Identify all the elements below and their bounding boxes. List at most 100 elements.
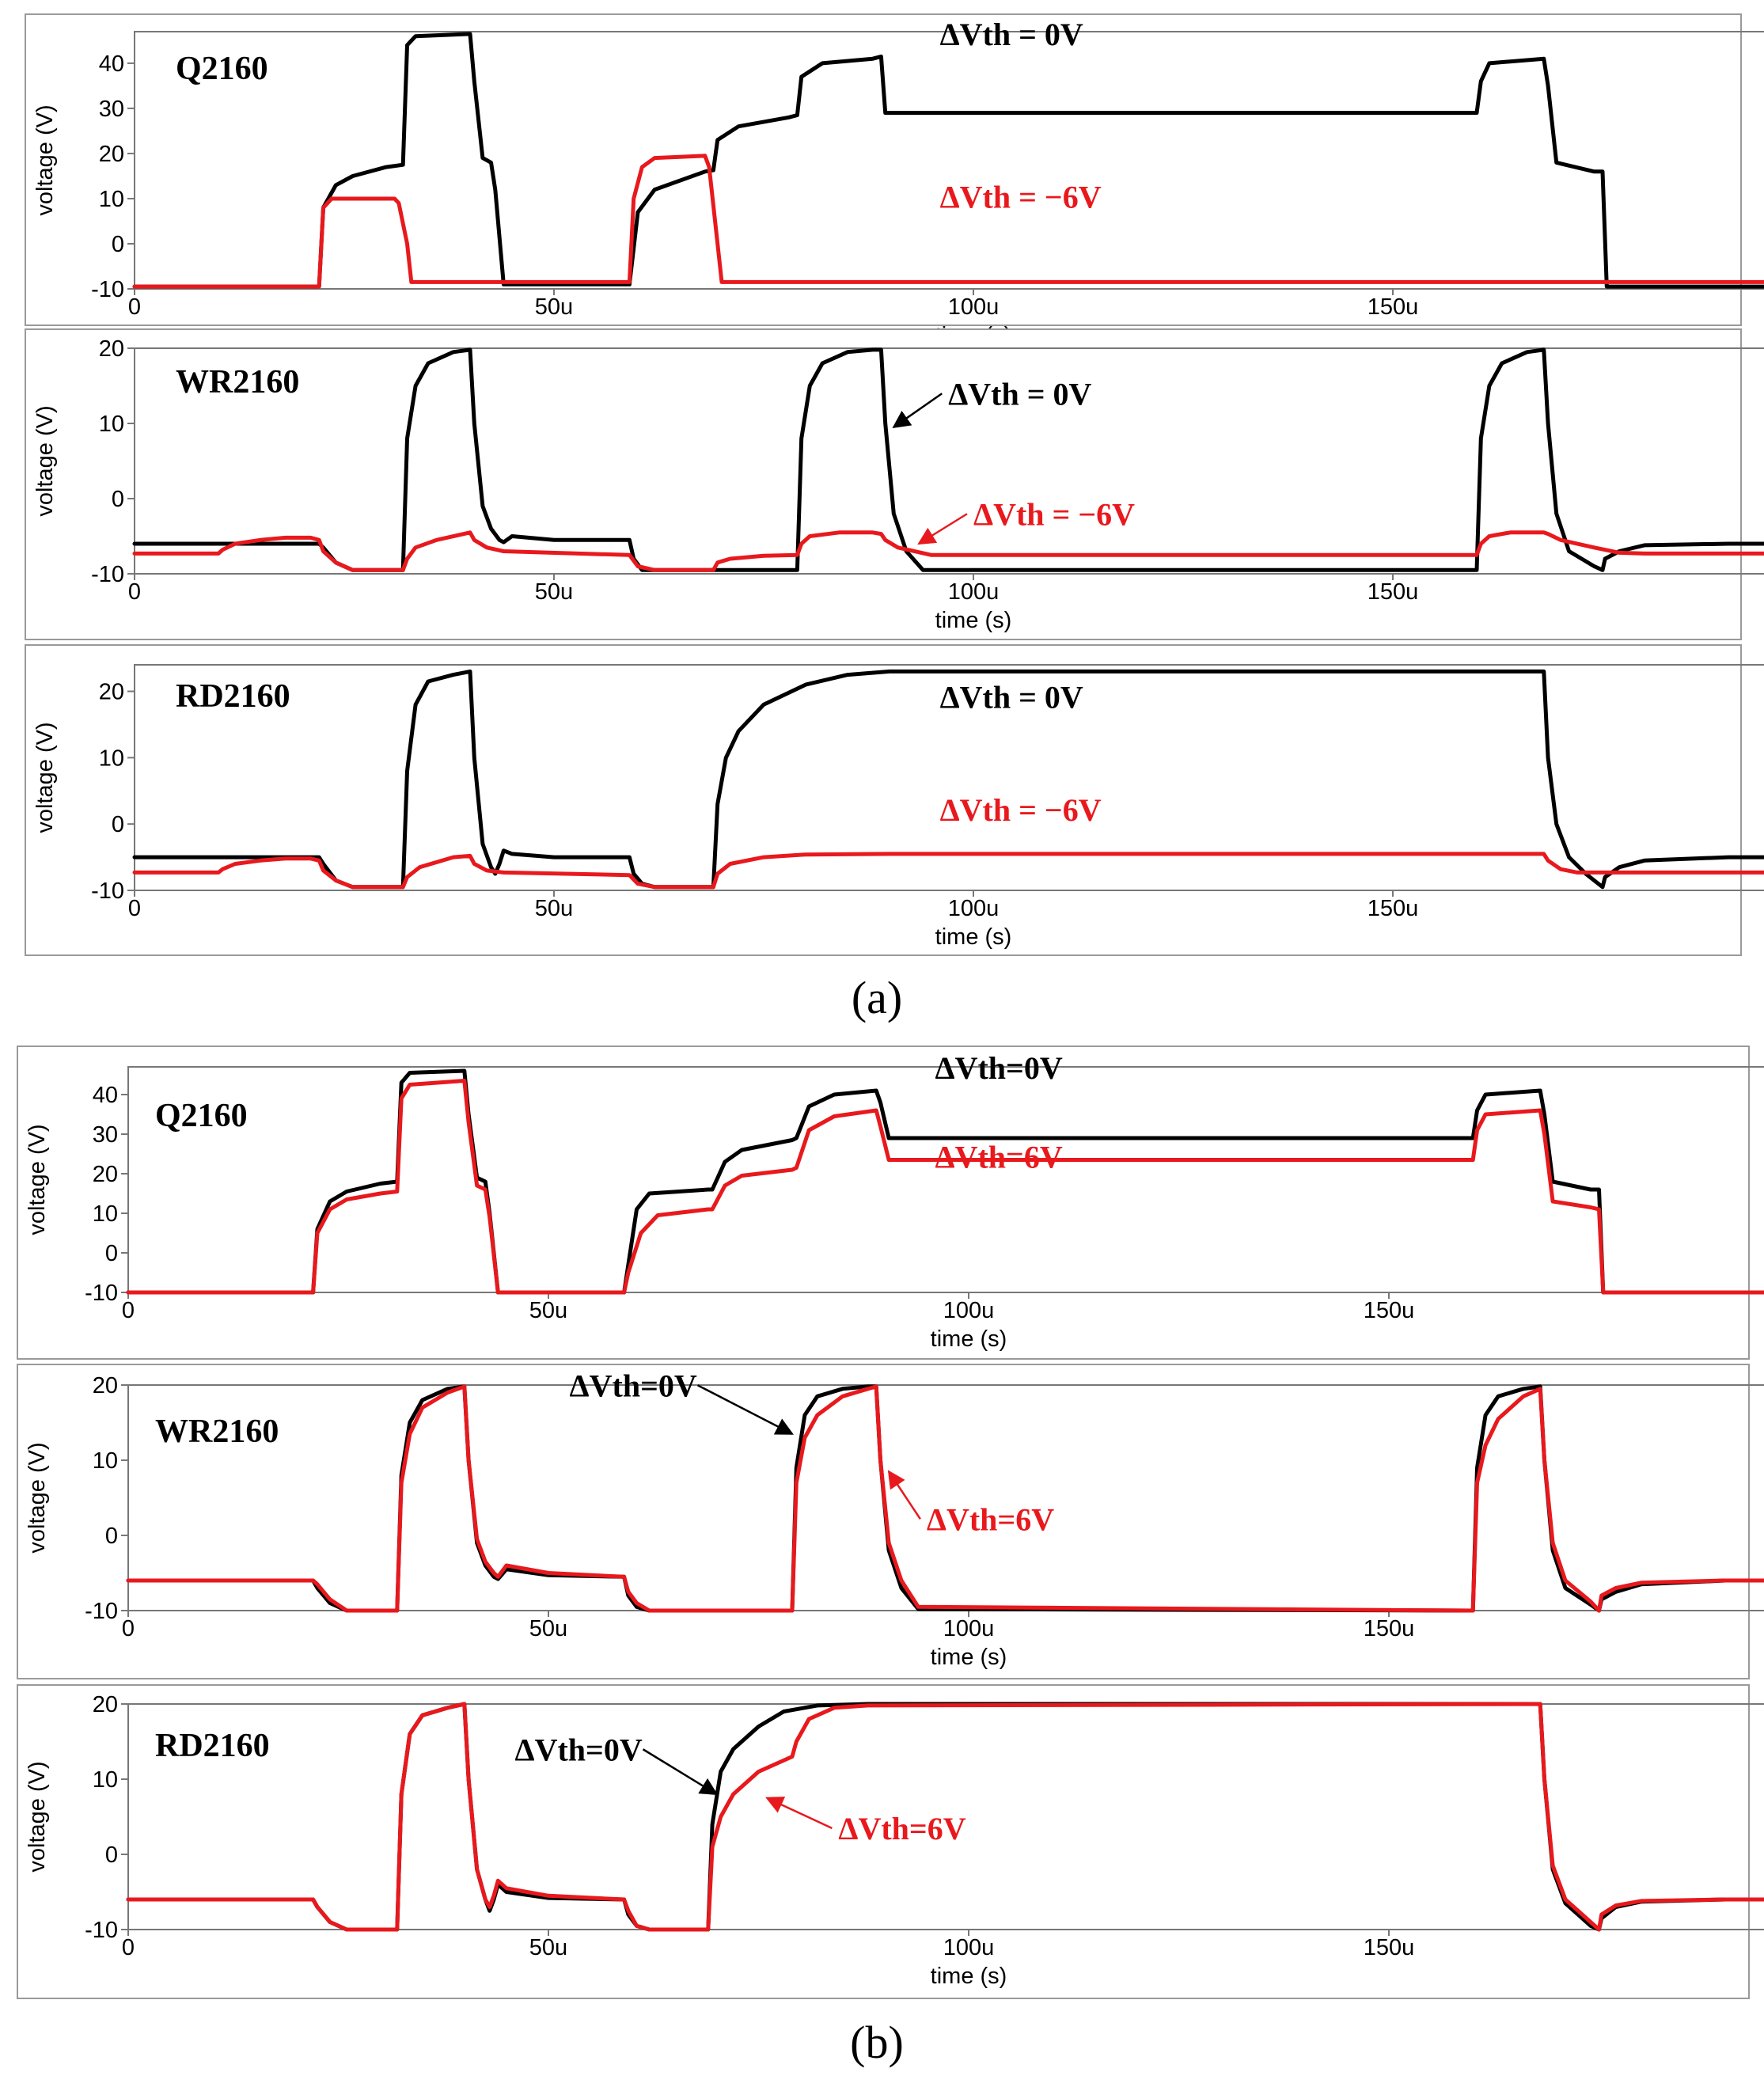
series-line-black: [132, 347, 1764, 572]
y-tick-label: 0: [105, 1842, 118, 1868]
y-axis-label: voltage (V): [25, 1761, 50, 1872]
y-tick-label: 0: [112, 812, 124, 837]
panel-b-rd2160: -1001020050u100u150u200utime (s)voltage …: [17, 1684, 1764, 1999]
y-tick-label: 0: [105, 1524, 118, 1549]
x-tick-label: 0: [128, 896, 141, 921]
panel-frame: [25, 644, 1742, 956]
y-tick-label: 40: [99, 51, 124, 77]
x-tick-label: 0: [128, 579, 141, 605]
annotation-arrow: [917, 513, 968, 545]
annotation-red: ΔVth=6V: [838, 1811, 965, 1846]
x-tick-label: 0: [122, 1616, 135, 1641]
y-axis-label: voltage (V): [32, 104, 58, 215]
y-tick-label: 30: [99, 97, 124, 122]
x-tick-label: 50u: [529, 1616, 567, 1641]
x-tick-label: 50u: [535, 579, 573, 605]
annotation-black: ΔVth = 0V: [940, 17, 1083, 52]
y-tick-label: -10: [85, 1918, 118, 1943]
y-tick-label: 10: [99, 412, 124, 437]
x-axis-label: time (s): [935, 924, 1012, 950]
annotation-black: ΔVth = 0V: [948, 376, 1091, 412]
annotation-red: ΔVth = −6V: [940, 792, 1102, 828]
x-tick-label: 100u: [948, 294, 1000, 320]
x-tick-label: 150u: [1364, 1298, 1415, 1323]
y-tick-label: -10: [91, 562, 124, 587]
y-tick-label: -10: [85, 1599, 118, 1624]
x-tick-label: 150u: [1364, 1616, 1415, 1641]
y-tick-label: 20: [93, 1373, 118, 1398]
y-tick-label: 10: [93, 1201, 118, 1227]
x-axis-label: time (s): [931, 1326, 1007, 1352]
y-axis-label: voltage (V): [25, 1442, 50, 1553]
series-line-red: [126, 1384, 1764, 1613]
annotation-arrow: [887, 1470, 921, 1520]
y-axis-label: voltage (V): [32, 722, 58, 833]
y-tick-label: 40: [93, 1083, 118, 1108]
panel-a-wr2160: -1001020050u100u150u200utime (s)voltage …: [25, 328, 1764, 640]
y-tick-label: 20: [99, 142, 124, 167]
annotation-red: ΔVth=6V: [935, 1140, 1063, 1175]
y-tick-label: 0: [112, 232, 124, 257]
panel-a-q2160: -10010203040050u100u150u200utime (s)volt…: [25, 13, 1764, 348]
y-tick-label: -10: [91, 879, 124, 904]
x-tick-label: 100u: [943, 1616, 995, 1641]
plot-title: WR2160: [176, 364, 299, 400]
figure-label-a: (a): [852, 972, 902, 1023]
y-tick-label: 20: [93, 1162, 118, 1187]
y-axis-label: voltage (V): [25, 1124, 50, 1235]
series-line-black: [126, 1384, 1764, 1613]
annotation-red: ΔVth = −6V: [940, 179, 1102, 214]
panel-frame: [17, 1364, 1750, 1679]
x-axis-label: time (s): [935, 608, 1012, 633]
figure-label-b: (b): [850, 2017, 904, 2068]
annotation-red: ΔVth = −6V: [973, 496, 1135, 532]
x-tick-label: 0: [122, 1298, 135, 1323]
annotation-arrow: [765, 1797, 833, 1830]
x-tick-label: 150u: [1368, 294, 1419, 320]
annotation-black: ΔVth=0V: [515, 1732, 643, 1767]
series-line-red: [132, 530, 1764, 572]
x-tick-label: 50u: [535, 896, 573, 921]
panel-frame: [17, 1684, 1750, 1999]
x-tick-label: 150u: [1364, 1935, 1415, 1960]
y-tick-label: 10: [93, 1767, 118, 1793]
x-axis-label: time (s): [931, 1964, 1007, 1989]
annotation-arrow: [892, 393, 943, 429]
annotation-red: ΔVth=6V: [927, 1501, 1054, 1537]
y-tick-label: 20: [99, 680, 124, 705]
series-line-red: [126, 1702, 1764, 1932]
panel-frame: [17, 1046, 1750, 1360]
y-tick-label: -10: [91, 277, 124, 302]
x-tick-label: 150u: [1368, 579, 1419, 605]
x-tick-label: 50u: [529, 1935, 567, 1960]
plot-title: RD2160: [176, 678, 290, 715]
y-tick-label: -10: [85, 1281, 118, 1306]
y-tick-label: 30: [93, 1122, 118, 1148]
x-tick-label: 100u: [943, 1935, 995, 1960]
y-axis-label: voltage (V): [32, 405, 58, 516]
plot-title: WR2160: [155, 1414, 279, 1450]
y-tick-label: 10: [99, 187, 124, 212]
panel-b-q2160: -10010203040050u100u150u200utime (s)volt…: [17, 1046, 1764, 1360]
y-tick-label: 20: [99, 336, 124, 362]
panel-a-rd2160: -1001020050u100u150u200utime (s)voltage …: [25, 644, 1764, 956]
plot-title: RD2160: [155, 1728, 270, 1764]
x-axis-label: time (s): [931, 1645, 1007, 1670]
x-tick-label: 50u: [529, 1298, 567, 1323]
series-line-red: [132, 852, 1764, 890]
x-tick-label: 100u: [948, 579, 1000, 605]
y-tick-label: 20: [93, 1692, 118, 1717]
y-tick-label: 10: [93, 1448, 118, 1474]
annotation-black: ΔVth = 0V: [940, 679, 1083, 715]
series-line-black: [132, 32, 1764, 289]
x-tick-label: 100u: [948, 896, 1000, 921]
y-tick-label: 10: [99, 746, 124, 771]
x-tick-label: 100u: [943, 1298, 995, 1323]
series-line-red: [126, 1079, 1764, 1295]
panel-b-wr2160: -1001020050u100u150u200utime (s)voltage …: [17, 1364, 1764, 1679]
annotation-arrow: [696, 1384, 794, 1435]
series-line-red: [132, 154, 1764, 289]
x-tick-label: 50u: [535, 294, 573, 320]
annotation-arrow: [642, 1748, 719, 1796]
